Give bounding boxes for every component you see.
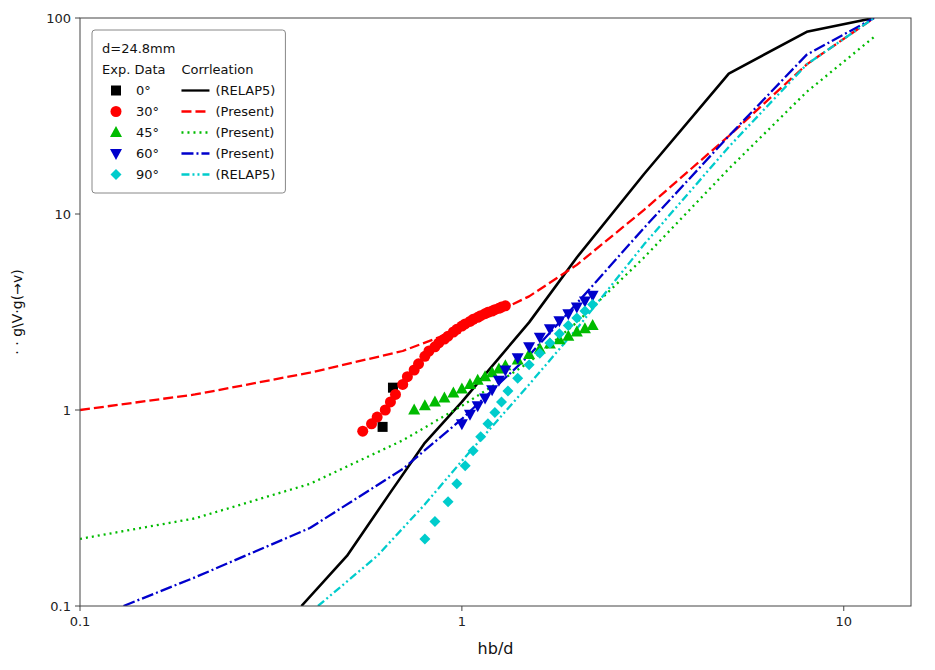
y-tick-label: 0.1 (50, 599, 71, 614)
scatter-point (475, 431, 486, 442)
scatter-point (524, 359, 535, 370)
legend: d=24.8mm Exp. Data Corrleation 0° (RELAP5) 30… (92, 30, 285, 193)
scatter-point (512, 373, 523, 384)
legend-label: (RELAP5) (215, 83, 275, 98)
series-line (80, 37, 874, 539)
y-tick-label: 1 (63, 403, 71, 418)
scatter-series (357, 300, 511, 436)
scatter-point (587, 319, 599, 330)
legend-label: (Present) (215, 125, 274, 140)
y-axis-label: · · g\V·g(→v) (9, 269, 25, 354)
scatter-point (357, 426, 368, 437)
y-tick-label: 10 (54, 207, 71, 222)
scatter-point (523, 342, 535, 353)
x-tick-label: 1 (458, 614, 466, 629)
legend-marker (111, 86, 121, 96)
scatter-point (429, 395, 441, 406)
legend-line (181, 173, 209, 175)
scatter-point (408, 404, 420, 415)
y-tick (75, 214, 80, 215)
legend-label: 30° (136, 104, 159, 119)
scatter-point (579, 305, 590, 316)
series-line (301, 18, 874, 606)
scatter-point (464, 410, 476, 421)
scatter-point (544, 337, 555, 348)
scatter-point (419, 399, 431, 410)
scatter-point (587, 299, 598, 310)
chart: 0.1 1 10 0.1 1 10 100 hb/d · · g\V·g(→v) d=24.8mm… (0, 0, 935, 670)
x-tick (843, 606, 844, 611)
scatter-point (472, 401, 484, 412)
legend-marker (110, 126, 122, 137)
scatter-point (429, 516, 440, 527)
legend-marker (111, 106, 122, 117)
legend-line (181, 131, 209, 133)
legend-box (92, 30, 285, 193)
plot-frame (80, 18, 911, 606)
legend-line (181, 89, 209, 91)
legend-label: (Present) (215, 104, 274, 119)
legend-label: (Present) (215, 146, 274, 161)
scatter-point (468, 445, 479, 456)
legend-label: 90° (136, 167, 159, 182)
scatter-series (419, 299, 598, 544)
scatter-point (512, 353, 524, 364)
series-line (318, 18, 874, 606)
scatter-point (499, 365, 511, 376)
scatter-point (378, 422, 388, 432)
scatter-point (443, 496, 454, 507)
x-tick-label: 10 (835, 614, 852, 629)
scatter-point (482, 418, 493, 429)
y-tick (75, 18, 80, 19)
x-tick-label: 0.1 (70, 614, 91, 629)
scatter-point (489, 407, 500, 418)
scatter-point (563, 320, 574, 331)
scatter-point (419, 533, 430, 544)
scatter-point (390, 389, 401, 400)
x-tick (461, 606, 462, 611)
y-tick (75, 410, 80, 411)
scatter-point (571, 312, 582, 323)
scatter-series (408, 319, 598, 415)
legend-label: 45° (136, 125, 159, 140)
scatter-point (502, 386, 513, 397)
scatter-point (460, 460, 471, 471)
x-tick (80, 606, 81, 611)
legend-marker (110, 149, 122, 160)
series-line (124, 18, 874, 606)
legend-title: d=24.8mm (102, 41, 175, 56)
scatter-point (479, 394, 491, 405)
scatter-point (534, 333, 546, 344)
scatter-point (451, 478, 462, 489)
x-axis-label: hb/d (478, 639, 514, 658)
scatter-point (493, 376, 505, 387)
legend-label: 0° (136, 83, 151, 98)
scatter-point (554, 328, 565, 339)
legend-column-header: Exp. Data (102, 62, 165, 77)
scatter-point (512, 353, 524, 364)
axes: 0.1 1 10 0.1 1 10 100 (46, 11, 852, 630)
series-line (80, 18, 874, 410)
legend-line (181, 110, 209, 112)
legend-line (181, 152, 209, 154)
legend-label: (RELAP5) (215, 167, 275, 182)
scatter-point (486, 385, 498, 396)
scatter-point (534, 348, 545, 359)
scatter-point (456, 419, 468, 430)
y-tick-label: 100 (46, 11, 71, 26)
legend-label: 60° (136, 146, 159, 161)
plot-background (80, 18, 911, 606)
legend-marker (111, 169, 122, 180)
scatter-series (456, 291, 599, 431)
scatter-point (544, 338, 556, 349)
scatter-point (500, 300, 511, 311)
y-tick (75, 606, 80, 607)
legend-column-header: Corrleation (181, 62, 253, 77)
plot-data (80, 18, 874, 606)
scatter-point (496, 396, 507, 407)
